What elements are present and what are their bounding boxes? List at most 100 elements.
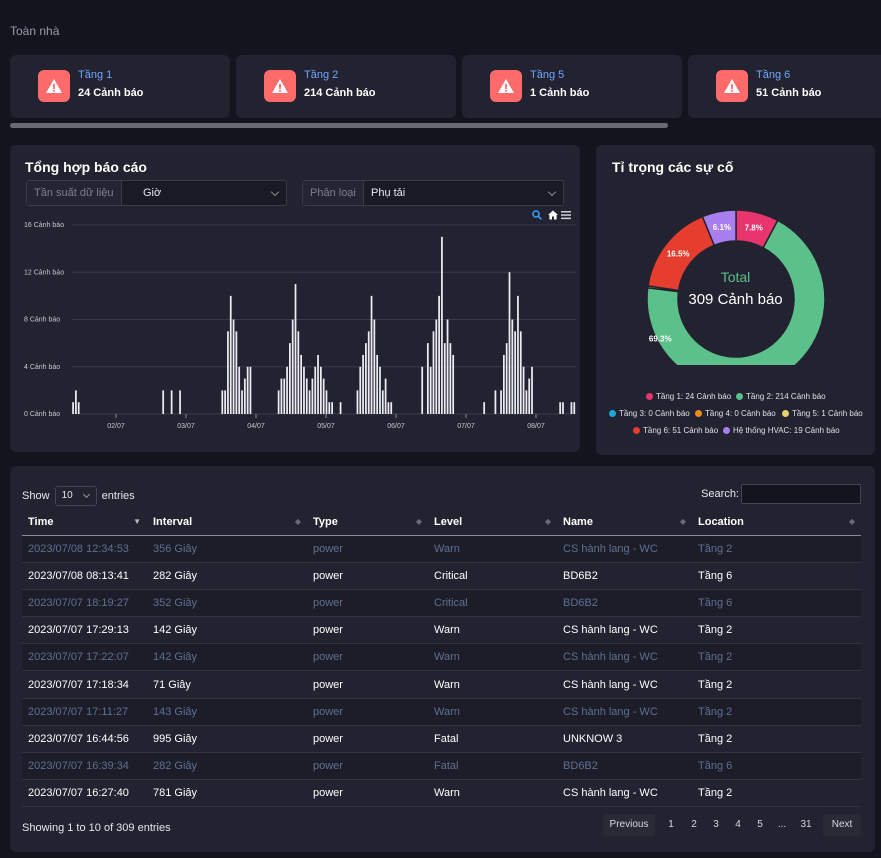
y-tick-label: 12 Cảnh báo (24, 269, 64, 276)
cell-type: power (307, 698, 428, 726)
classification-value: Phụ tải (371, 187, 406, 199)
cell-name: CS hành lang - WC (557, 670, 692, 699)
donut-slice (701, 209, 737, 247)
bar (500, 390, 502, 414)
bar (531, 366, 533, 414)
table-row[interactable]: 2023/07/07 17:29:13 142 Giây power Warn CS h… (22, 616, 861, 645)
column-header-type[interactable]: Type ◆ (307, 509, 428, 536)
bar (435, 319, 438, 414)
bar (483, 402, 486, 414)
cell-location: Tầng 2 (692, 535, 861, 563)
bar (319, 366, 322, 414)
legend-item[interactable]: Hệ thống HVAC: 19 Cảnh báo (723, 426, 840, 435)
bar (283, 378, 286, 414)
legend-item[interactable]: Tầng 5: 1 Cảnh báo (782, 409, 863, 418)
previous-button[interactable]: Previous (603, 814, 655, 836)
classification-select[interactable]: Phân loại Phụ tải (302, 180, 564, 206)
cell-interval: 781 Giây (147, 779, 307, 808)
cell-level: Warn (428, 535, 557, 563)
menu-icon[interactable] (561, 207, 571, 225)
bar (429, 366, 432, 414)
legend-item[interactable]: Tầng 1: 24 Cảnh báo (646, 392, 731, 401)
cell-location: Tầng 2 (692, 643, 861, 672)
x-tick-label: 08/07 (527, 423, 545, 430)
legend-item[interactable]: Tầng 2: 214 Cảnh báo (736, 392, 826, 401)
warning-icon (716, 70, 748, 102)
bar (443, 343, 446, 414)
cell-interval: 282 Giây (147, 562, 307, 590)
bar (376, 354, 379, 414)
bar (432, 331, 435, 414)
bar (494, 390, 497, 414)
bar (452, 354, 455, 414)
page-button[interactable]: 4 (735, 819, 741, 830)
cell-location: Tầng 2 (692, 670, 861, 699)
cell-location: Tầng 2 (692, 725, 861, 754)
alert-card-floor-2[interactable]: Tầng 2 214 Cảnh báo (236, 55, 456, 118)
cell-name: CS hành lang - WC (557, 616, 692, 645)
cell-location: Tầng 2 (692, 779, 861, 808)
table-row[interactable]: 2023/07/07 16:39:34 282 Giây power Fatal BD6… (22, 752, 861, 781)
bar (241, 390, 243, 414)
legend-item[interactable]: Tầng 3: 0 Cảnh báo (609, 409, 690, 418)
slice-label: 6.1% (713, 223, 731, 232)
frequency-label: Tần suất dữ liệu (27, 181, 122, 205)
cell-time: 2023/07/07 17:11:27 (22, 698, 147, 726)
cell-type: power (307, 562, 428, 590)
page-length-select[interactable]: 10 (54, 486, 97, 506)
table-row[interactable]: 2023/07/07 16:27:40 781 Giây power Warn CS h… (22, 779, 861, 808)
bar (373, 319, 376, 414)
bar (522, 366, 525, 414)
column-header-level[interactable]: Level ◆ (428, 509, 557, 536)
search-input[interactable] (741, 484, 861, 504)
slice-label: 7.8% (745, 224, 763, 233)
scrollbar-thumb[interactable] (10, 123, 668, 128)
column-header-time[interactable]: Time ▼ (22, 509, 147, 536)
alert-card-floor-1[interactable]: Tầng 1 24 Cảnh báo (10, 55, 230, 118)
x-tick-label: 02/07 (107, 423, 125, 430)
events-table-panel: Show 10 entries Search: Time ▼ Interval ◆ … (10, 466, 875, 852)
x-tick-label: 03/07 (177, 423, 195, 430)
page-button[interactable]: 31 (800, 819, 812, 830)
bar (528, 378, 531, 414)
bar (170, 390, 173, 414)
cell-type: power (307, 589, 428, 618)
alert-card-floor-5[interactable]: Tầng 5 1 Cảnh báo (462, 55, 682, 118)
home-icon[interactable] (548, 207, 558, 225)
cell-type: power (307, 670, 428, 699)
bar (77, 402, 80, 414)
column-header-location[interactable]: Location ◆ (692, 509, 861, 536)
zoom-icon[interactable] (532, 207, 542, 225)
page-button[interactable]: 5 (757, 819, 763, 830)
cell-name: BD6B2 (557, 752, 692, 781)
column-header-name[interactable]: Name ◆ (557, 509, 692, 536)
cell-name: CS hành lang - WC (557, 643, 692, 672)
frequency-select[interactable]: Tần suất dữ liệu Giờ (26, 180, 287, 206)
cell-interval: 142 Giây (147, 616, 307, 645)
table-row[interactable]: 2023/07/07 17:18:34 71 Giây power Warn CS hà… (22, 670, 861, 699)
table-row[interactable]: 2023/07/07 16:44:56 995 Giây power Fatal UNK… (22, 725, 861, 754)
legend-item[interactable]: Tầng 6: 51 Cảnh báo (633, 426, 718, 435)
column-header-interval[interactable]: Interval ◆ (147, 509, 307, 536)
cell-interval: 282 Giây (147, 752, 307, 781)
alert-card-floor-6[interactable]: Tầng 6 51 Cảnh báo (688, 55, 881, 118)
table-row[interactable]: 2023/07/07 17:22:07 142 Giây power Warn CS h… (22, 643, 861, 672)
bar (362, 354, 364, 414)
table-row[interactable]: 2023/07/08 12:34:53 356 Giây power Warn CS h… (22, 535, 861, 563)
cell-name: CS hành lang - WC (557, 698, 692, 726)
legend-item[interactable]: Tầng 4: 0 Cảnh báo (695, 409, 776, 418)
sort-desc-icon: ▼ (133, 517, 141, 526)
cell-time: 2023/07/08 08:13:41 (22, 562, 147, 590)
table-row[interactable]: 2023/07/07 17:11:27 143 Giây power Warn CS h… (22, 698, 861, 726)
bar (246, 366, 249, 414)
next-button[interactable]: Next (823, 814, 861, 836)
table-row[interactable]: 2023/07/08 08:13:41 282 Giây power Critical… (22, 562, 861, 590)
page-button[interactable]: 3 (713, 819, 719, 830)
table-row[interactable]: 2023/07/07 18:19:27 352 Giây power Critical… (22, 589, 861, 618)
cell-interval: 143 Giây (147, 698, 307, 726)
chevron-down-icon (547, 187, 557, 197)
page-button[interactable]: 2 (691, 819, 697, 830)
alert-card-count: 24 Cảnh báo (78, 87, 144, 99)
cards-scrollbar[interactable] (10, 123, 881, 129)
page-button[interactable]: 1 (668, 819, 674, 830)
